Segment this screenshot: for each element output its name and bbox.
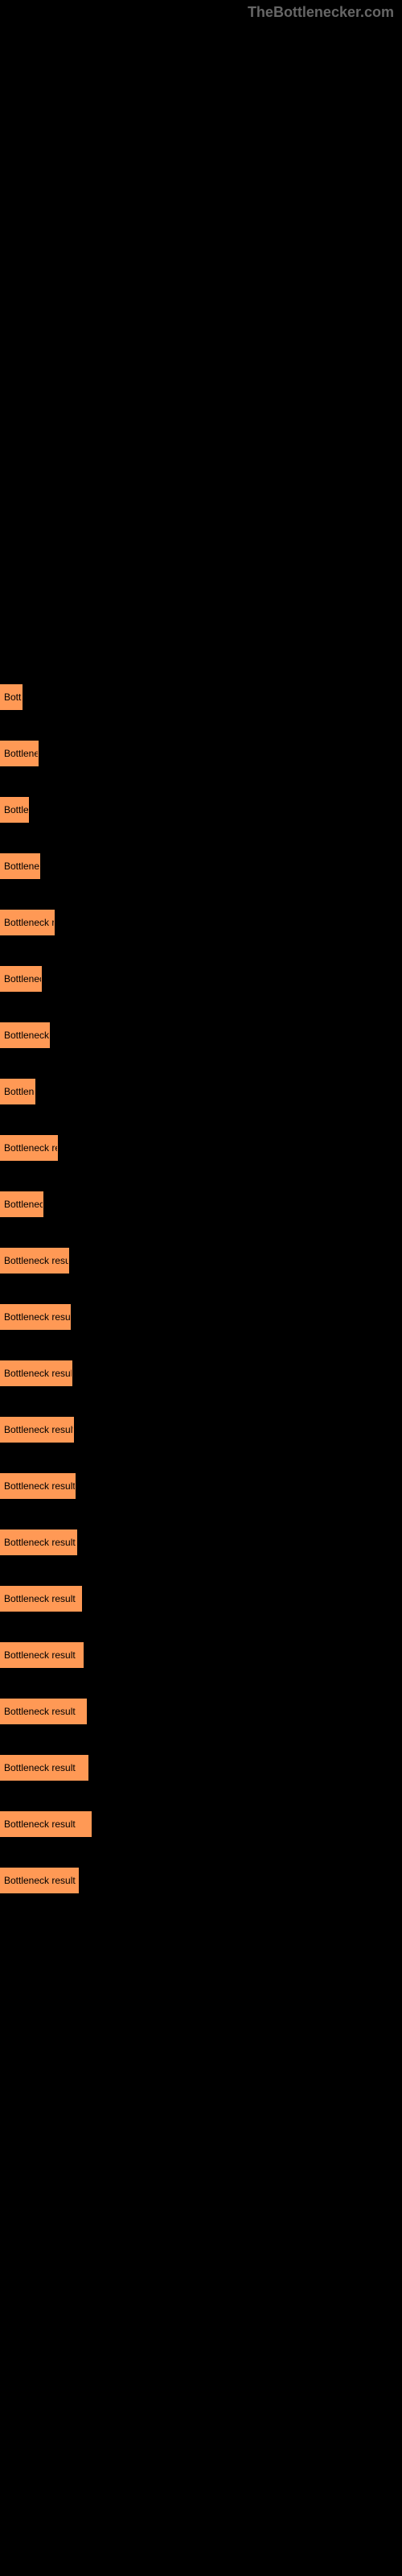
bar-row: Bottleneck result — [0, 1755, 402, 1781]
bar-row: Bottleneck result — [0, 1530, 402, 1555]
bar-row: Bottleneck result — [0, 1473, 402, 1499]
bar-row: Bottleneck — [0, 853, 402, 879]
bar: Bottleneck r — [0, 1022, 50, 1048]
bar: Bottlene — [0, 1079, 35, 1104]
bar: Bottleneck result — [0, 1530, 77, 1555]
bar: Bott — [0, 684, 23, 710]
bar: Bottleneck res — [0, 1135, 58, 1161]
bar-row: Bottleneck result — [0, 1811, 402, 1837]
bar-row: Bottleneck result — [0, 1248, 402, 1274]
bar: Bottleneck result — [0, 1417, 74, 1443]
bar: Bottleneck — [0, 966, 42, 992]
bar: Bottleneck — [0, 1191, 43, 1217]
bar-row: Bottleneck res — [0, 1135, 402, 1161]
bar: Bottleneck result — [0, 1811, 92, 1837]
bar: Bottlened — [0, 741, 39, 766]
bar-row: Bottleneck result — [0, 1304, 402, 1330]
bar: Bottleneck re — [0, 910, 55, 935]
bar: Bottleneck result — [0, 1304, 71, 1330]
bar-row: Bottleneck result — [0, 1360, 402, 1386]
bar: Bottleneck result — [0, 1699, 87, 1724]
bar-row: Bottleneck result — [0, 1586, 402, 1612]
bar: Bottleneck result — [0, 1642, 84, 1668]
bar: Bottleneck result — [0, 1586, 82, 1612]
bar: Bottleneck result — [0, 1473, 76, 1499]
bar: Bottleneck result — [0, 1360, 72, 1386]
bar: Bottleneck result — [0, 1248, 69, 1274]
bar: Bottle — [0, 797, 29, 823]
bar-row: Bottleneck result — [0, 1417, 402, 1443]
bar-row: Bottleneck result — [0, 1868, 402, 1893]
bar-row: Bottlened — [0, 741, 402, 766]
bar-row: Bottle — [0, 797, 402, 823]
bar-row: Bott — [0, 684, 402, 710]
bar-row: Bottleneck result — [0, 1699, 402, 1724]
bar-chart: Bott Bottlened Bottle Bottleneck Bottleneck … — [0, 0, 402, 1893]
bar-row: Bottleneck result — [0, 1642, 402, 1668]
bar-row: Bottlene — [0, 1079, 402, 1104]
watermark: TheBottlenecker.com — [248, 4, 394, 21]
bar: Bottleneck result — [0, 1868, 79, 1893]
bar-row: Bottleneck re — [0, 910, 402, 935]
bar-row: Bottleneck — [0, 1191, 402, 1217]
bar: Bottleneck — [0, 853, 40, 879]
bar-row: Bottleneck — [0, 966, 402, 992]
bar-row: Bottleneck r — [0, 1022, 402, 1048]
bar: Bottleneck result — [0, 1755, 88, 1781]
